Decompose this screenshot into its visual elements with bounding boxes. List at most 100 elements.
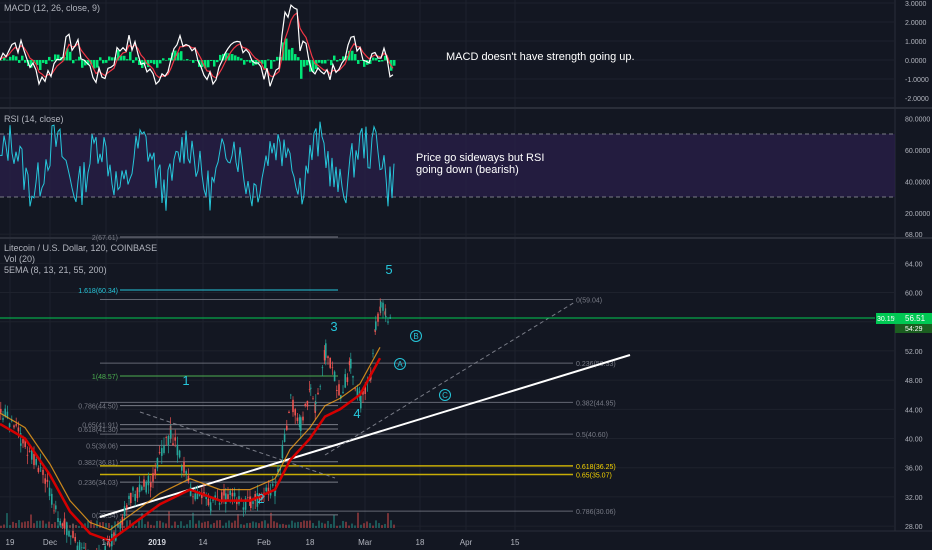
macd-histogram-bar (342, 56, 345, 61)
volume-bar (339, 525, 341, 528)
candle-body (83, 547, 85, 549)
macd-histogram-bar (225, 52, 228, 61)
volume-bar (369, 523, 371, 528)
macd-histogram-bar (84, 60, 87, 66)
candle-body (244, 498, 247, 510)
macd-histogram-bar (393, 60, 396, 66)
macd-histogram-bar (81, 60, 84, 68)
macd-histogram-bar (237, 56, 240, 61)
candle-body (44, 478, 46, 484)
wave-label-circle (439, 389, 451, 401)
candle-body (78, 542, 81, 550)
candle-body (161, 448, 163, 456)
macd-histogram-bar (75, 59, 78, 61)
rsi-pane[interactable]: RSI (14, close) 80.0000 60.0000 40.0000 20.… (0, 114, 930, 218)
fib-retracement-left[interactable]: 2(67.61) 1.618(60.34) 1(48.57) 0.786(44.50)… (78, 235, 338, 520)
macd-histogram-bar (30, 60, 33, 68)
candle-body (24, 439, 26, 448)
candle-body (231, 492, 234, 497)
volume-bar (24, 521, 26, 528)
candle-body (74, 536, 76, 542)
elliott-wave-labels: 1 2 3 4 5 A B C (182, 262, 451, 506)
volume-bar (363, 523, 365, 528)
candle-body (317, 392, 319, 395)
candle-body (207, 498, 210, 506)
candle-body (233, 492, 236, 497)
macd-histogram-bar (108, 56, 111, 61)
candle-body (272, 484, 274, 486)
volume-bar (39, 520, 41, 528)
volume-bar (381, 525, 383, 528)
volume-bar (222, 525, 224, 528)
volume-bar (21, 522, 23, 528)
ema-slow-line (0, 357, 382, 543)
candle-body (302, 416, 304, 421)
macd-histogram-bar (231, 54, 234, 61)
volume-bar (189, 520, 191, 528)
candle-body (300, 417, 302, 431)
volume-bar (42, 520, 44, 528)
candle-body (250, 499, 252, 509)
price-tag (895, 313, 932, 324)
macd-histogram-bar (387, 60, 390, 63)
candle-body (247, 496, 249, 498)
candle-body (308, 389, 311, 390)
macd-histogram-bar (264, 60, 267, 69)
macd-histogram-bar (336, 60, 339, 62)
macd-histogram-bar (117, 50, 120, 61)
candle-body (252, 501, 254, 504)
volume-bar (243, 524, 245, 528)
candle-body (374, 329, 376, 332)
volume-bar (126, 520, 128, 528)
price-pane[interactable]: Litecoin / U.S. Dollar, 120, COINBASE Vo… (0, 232, 932, 550)
volume-bar (231, 522, 233, 528)
candle-body (194, 493, 196, 500)
macd-histogram-bar (129, 51, 132, 61)
candle-body (178, 450, 181, 458)
candle-body (8, 423, 11, 428)
candle-body (382, 302, 384, 311)
candle-body (70, 535, 72, 537)
macd-pane[interactable]: MACD (12, 26, close, 9) 3.0000 2.0000 1.00… (0, 1, 929, 103)
volume-bar (333, 514, 335, 528)
volume-bar (384, 523, 386, 528)
candle-body (227, 494, 229, 500)
volume-bar (282, 523, 284, 528)
time-axis[interactable]: 19 Dec 17 2019 14 Feb 18 Mar 18 Apr 15 (6, 538, 520, 547)
candle-body (72, 530, 74, 538)
candle-body (274, 489, 276, 497)
candle-body (261, 494, 263, 500)
candle-body (22, 439, 24, 444)
volume-bar (27, 521, 29, 528)
macd-histogram-bar (348, 50, 351, 61)
macd-histogram-bar (24, 60, 27, 63)
volume-bar (108, 523, 110, 528)
candle-body (323, 350, 326, 361)
candle-body (292, 399, 294, 413)
wave-label: 3 (330, 319, 337, 334)
volume-bar (336, 525, 338, 528)
macd-histogram-bar (3, 56, 6, 61)
volume-bar (324, 523, 326, 528)
macd-histogram-bar (12, 55, 15, 61)
volume-bar (234, 520, 236, 528)
volume-bar (144, 524, 146, 528)
candle-body (35, 458, 37, 465)
macd-histogram-bar (120, 55, 123, 61)
volume-bar (102, 522, 104, 528)
candle-body (154, 468, 156, 476)
wave-label: 4 (353, 406, 360, 421)
trendline-dashed-down[interactable] (139, 411, 336, 479)
candle-body (106, 543, 109, 544)
rsi-note-line-2: going down (bearish) (416, 164, 519, 176)
volume-bar (348, 525, 350, 528)
rsi-band (0, 134, 895, 197)
rsi-axis: 80.0000 60.0000 40.0000 20.0000 (905, 116, 930, 218)
candle-body (181, 466, 183, 471)
macd-line (0, 3, 394, 87)
macd-histogram-bar (234, 55, 237, 61)
rsi-tick: 60.0000 (905, 148, 930, 155)
volume-bar (321, 522, 323, 528)
fib-level-label: 0.65(41.91) (82, 423, 118, 430)
